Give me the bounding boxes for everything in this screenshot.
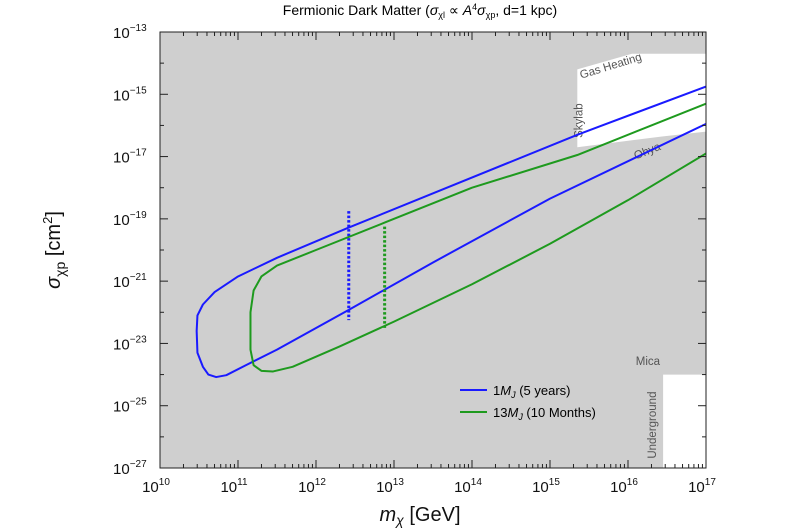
x-tick-label: 1016	[610, 477, 638, 496]
x-tick-label: 1010	[142, 477, 170, 496]
y-tick-label: 10−21	[113, 272, 147, 291]
y-tick-label: 10−19	[113, 210, 147, 229]
y-tick-label: 10−23	[113, 334, 147, 353]
upper-window	[577, 53, 706, 148]
allowed-windows	[577, 53, 706, 468]
y-tick-label: 10−13	[113, 23, 147, 42]
region-label-skylab: Skylab	[574, 103, 586, 138]
x-axis-label: mχ [GeV]	[379, 504, 460, 528]
x-tick-label: 1013	[376, 477, 404, 496]
mica-window	[663, 374, 706, 468]
chart-title: Fermionic Dark Matter (σχl ∝ A4σχp, d=1 …	[283, 2, 557, 20]
series-line-0	[195, 85, 706, 379]
axis-ticks: 1010 1011 1012 1013 1014 1015 1016 1017 10−13 10−…	[113, 23, 716, 496]
region-label-mica: Mica	[636, 356, 661, 368]
x-tick-label: 1011	[220, 477, 248, 496]
legend-label-1mj: 1MJ (5 years)	[493, 383, 570, 400]
legend: 1MJ (5 years) 13MJ (10 Months)	[460, 383, 596, 422]
y-tick-label: 10−17	[113, 148, 147, 167]
y-axis-label: σχp [cm2]	[40, 211, 68, 289]
y-tick-label: 10−27	[113, 459, 147, 478]
series-curves	[195, 85, 706, 379]
legend-label-13mj: 13MJ (10 Months)	[493, 405, 596, 422]
series-line-1	[249, 102, 706, 373]
y-tick-label: 10−25	[113, 397, 147, 416]
x-tick-label: 1012	[298, 477, 326, 496]
x-tick-label: 1015	[532, 477, 560, 496]
y-tick-label: 10−15	[113, 85, 147, 104]
x-tick-label: 1017	[688, 477, 716, 496]
region-label-underground: Underground	[647, 392, 659, 459]
x-tick-label: 1014	[454, 477, 482, 496]
